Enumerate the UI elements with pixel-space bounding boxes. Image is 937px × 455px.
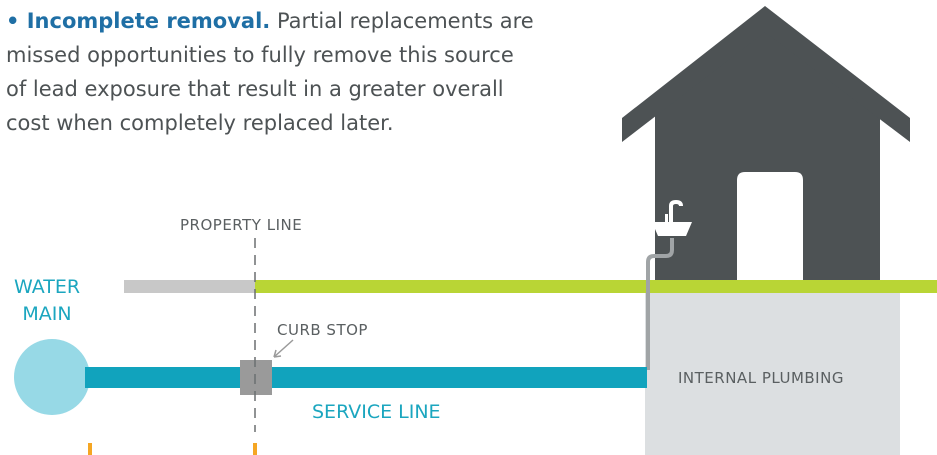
paragraph-line: missed opportunities to fully remove thi… <box>6 43 514 67</box>
curb-stop <box>240 360 272 395</box>
curb-arrow-head <box>273 349 282 358</box>
curb-arrow <box>273 339 294 358</box>
paragraph-line: • Incomplete removal. Partial replacemen… <box>6 9 534 33</box>
marker <box>88 443 92 455</box>
service-line <box>85 367 647 388</box>
water-main-label: WATER <box>14 276 80 298</box>
door <box>737 172 803 292</box>
marker <box>253 443 257 455</box>
paragraph-text: Partial replacements are <box>277 9 534 33</box>
bullet-title: • Incomplete removal. <box>6 9 270 33</box>
curb-stop-label: CURB STOP <box>277 321 368 339</box>
water-main-label: MAIN <box>22 303 71 325</box>
sink-icon <box>652 200 692 236</box>
paragraph-line: cost when completely replaced later. <box>6 111 394 135</box>
roof <box>622 6 910 142</box>
internal-pipe <box>646 238 674 370</box>
paragraph-line: of lead exposure that result in a greate… <box>6 77 504 101</box>
property-line-label: PROPERTY LINE <box>180 216 302 234</box>
water-main <box>14 339 90 415</box>
ground-public <box>124 280 255 293</box>
service-line-label: SERVICE LINE <box>312 401 441 423</box>
internal-plumbing-label: INTERNAL PLUMBING <box>678 369 844 387</box>
ground-private <box>255 280 937 293</box>
basement <box>645 293 900 455</box>
house-body <box>655 22 880 293</box>
